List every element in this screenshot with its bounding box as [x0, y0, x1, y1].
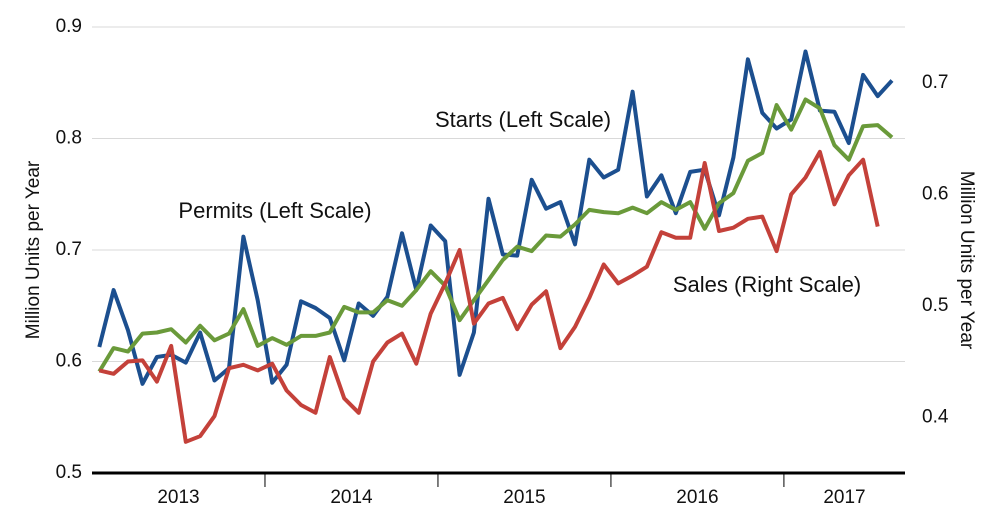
series-annotation: Starts (Left Scale)	[435, 107, 611, 132]
series-line	[97, 97, 894, 373]
y2-tick-label: 0.7	[922, 72, 948, 93]
y-tick-label: 0.9	[56, 16, 82, 37]
x-tick-label: 2016	[676, 487, 718, 508]
y-tick-label: 0.8	[56, 128, 82, 149]
x-tick-label: 2014	[330, 487, 373, 508]
x-tick-label: 2015	[503, 487, 545, 508]
y2-axis-title: Million Units per Year	[956, 171, 977, 350]
series-annotation: Permits (Left Scale)	[178, 198, 371, 223]
y-axis-title: Million Units per Year	[23, 160, 44, 339]
y-tick-label: 0.5	[56, 462, 82, 483]
series-line	[98, 149, 880, 444]
series-annotation: Sales (Right Scale)	[673, 272, 861, 297]
y2-tick-label: 0.4	[922, 406, 949, 427]
x-tick-label: 2013	[157, 487, 199, 508]
y-tick-label: 0.6	[56, 351, 82, 372]
x-tick-label: 2017	[823, 487, 865, 508]
series-line	[97, 49, 894, 386]
y2-tick-label: 0.5	[922, 295, 948, 316]
y-tick-label: 0.7	[56, 239, 82, 260]
y2-tick-label: 0.6	[922, 183, 948, 204]
